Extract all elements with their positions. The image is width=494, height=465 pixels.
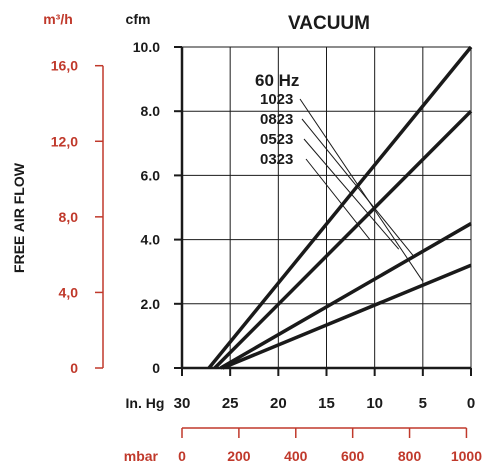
right-axis-unit: cfm — [126, 11, 151, 27]
y-tick-label-m3h: 16,0 — [51, 58, 78, 74]
x-tick-label-mbar: 200 — [227, 448, 251, 464]
legend-header: 60 Hz — [255, 71, 299, 90]
leader-line-0823 — [301, 118, 414, 256]
inhg-axis-unit: In. Hg — [126, 395, 165, 411]
legend-label-1023: 1023 — [260, 91, 293, 108]
y-tick-label-m3h: 8,0 — [59, 209, 79, 225]
x-tick-label-mbar: 0 — [178, 448, 186, 464]
left-axis-unit: m³/h — [43, 11, 73, 27]
legend-label-0523: 0523 — [260, 131, 293, 148]
y-tick-label-cfm: 10.0 — [133, 39, 160, 55]
leader-line-1023 — [299, 98, 424, 282]
series-line-0323 — [221, 263, 472, 370]
x-tick-label-inhg: 15 — [318, 395, 335, 412]
x-tick-label-inhg: 20 — [270, 395, 287, 412]
leader-line-0523 — [303, 138, 400, 250]
x-tick-label-inhg: 25 — [222, 395, 239, 412]
legend-label-0823: 0823 — [260, 111, 293, 128]
x-tick-label-inhg: 30 — [174, 395, 191, 412]
y-tick-label-cfm: 0 — [152, 360, 160, 376]
leader-line-0323 — [305, 158, 371, 240]
x-tick-label-mbar: 800 — [398, 448, 422, 464]
y-tick-label-m3h: 4,0 — [59, 284, 79, 300]
series-lines — [207, 45, 473, 370]
y-tick-label-cfm: 8.0 — [141, 103, 161, 119]
x-tick-label-mbar: 400 — [284, 448, 308, 464]
mbar-axis-unit: mbar — [124, 448, 159, 464]
y-axis-title: FREE AIR FLOW — [11, 162, 27, 273]
x-tick-label-inhg: 10 — [366, 395, 383, 412]
y-tick-label-m3h: 0 — [70, 360, 78, 376]
x-tick-label-mbar: 600 — [341, 448, 365, 464]
y-tick-label-m3h: 12,0 — [51, 133, 78, 149]
x-tick-label-inhg: 0 — [467, 395, 475, 412]
y-tick-label-cfm: 6.0 — [141, 167, 161, 183]
x-tick-label-inhg: 5 — [419, 395, 427, 412]
axis-labels: 30 25 20 15 10 5 0 0 2.0 4.0 6.0 8.0 10.0 0 4,0 8,0 12,0… — [51, 39, 482, 464]
legend-label-0323: 0323 — [260, 151, 293, 168]
legend-callouts: 1023 0823 0523 0323 — [260, 91, 424, 282]
series-line-0823 — [213, 109, 473, 370]
plot-grid — [181, 46, 472, 369]
chart-title: VACUUM — [288, 13, 370, 34]
series-line-1023 — [207, 45, 473, 370]
y-tick-label-cfm: 4.0 — [141, 232, 161, 248]
x-tick-label-mbar: 1000 — [451, 448, 482, 464]
y-tick-label-cfm: 2.0 — [141, 296, 161, 312]
series-line-0523 — [219, 222, 472, 370]
plot-frame — [95, 46, 472, 438]
